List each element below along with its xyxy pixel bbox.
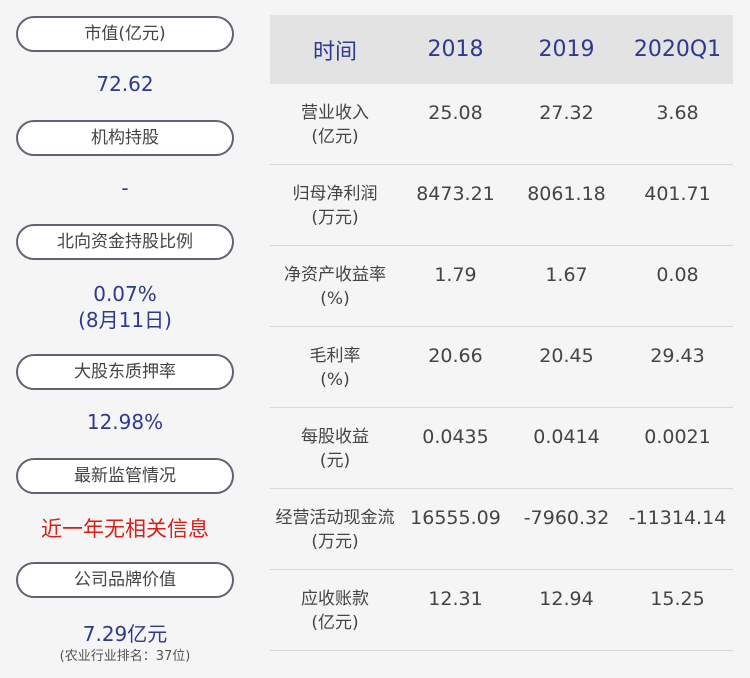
- brand-value-amount: 7.29亿元: [82, 622, 168, 646]
- row-label: 净资产收益率 (%): [270, 263, 400, 326]
- header-2020q1: 2020Q1: [633, 37, 722, 62]
- table-cell: 12.94: [539, 588, 594, 610]
- table-cell: 16555.09: [410, 507, 501, 529]
- table-row: 经营活动现金流 (万元) 16555.09 -7960.32 -11314.14: [270, 489, 733, 570]
- brand-value-label: 公司品牌价值: [16, 562, 234, 598]
- summary-panel: 市值(亿元) 72.62 机构持股 - 北向资金持股比例 0.07% (8月11…: [0, 0, 250, 678]
- table-row: 应收账款 (亿元) 12.31 12.94 15.25: [270, 570, 733, 651]
- row-label-name: 毛利率: [309, 346, 361, 366]
- table-cell: 0.0021: [644, 426, 711, 448]
- table-cell: 0.0435: [422, 426, 489, 448]
- row-label: 营业收入 (亿元): [270, 101, 400, 164]
- row-label-name: 每股收益: [301, 427, 369, 447]
- row-label: 应收账款 (亿元): [270, 587, 400, 650]
- row-label-unit: (亿元): [311, 127, 359, 147]
- row-label-name: 经营活动现金流: [275, 508, 395, 528]
- table-cell: 1.67: [545, 264, 588, 286]
- regulatory-status-label: 最新监管情况: [16, 458, 234, 494]
- pledge-ratio-value: 12.98%: [86, 410, 164, 434]
- row-label: 归母净利润 (万元): [270, 182, 400, 245]
- pledge-ratio-label: 大股东质押率: [16, 354, 234, 390]
- row-label-name: 应收账款: [301, 589, 369, 609]
- table-cell: 20.45: [539, 345, 594, 367]
- table-cell: 0.08: [656, 264, 699, 286]
- header-2018: 2018: [427, 37, 484, 62]
- table-cell: 401.71: [644, 183, 711, 205]
- table-row: 毛利率 (%) 20.66 20.45 29.43: [270, 327, 733, 408]
- northbound-holding-label: 北向资金持股比例: [16, 224, 234, 260]
- table-row: 净资产收益率 (%) 1.79 1.67 0.08: [270, 246, 733, 327]
- row-label-unit: (亿元): [311, 613, 359, 633]
- row-label: 毛利率 (%): [270, 344, 400, 407]
- table-cell: 15.25: [650, 588, 705, 610]
- table-cell: 27.32: [539, 102, 594, 124]
- regulatory-status-value: 近一年无相关信息: [41, 517, 209, 541]
- table-row: 营业收入 (亿元) 25.08 27.32 3.68: [270, 84, 733, 165]
- table-cell: 29.43: [650, 345, 705, 367]
- institution-holding-label: 机构持股: [16, 120, 234, 156]
- table-cell: 3.68: [656, 102, 699, 124]
- row-label-unit: (元): [319, 451, 351, 471]
- table-header: 时间 2018 2019 2020Q1: [270, 15, 733, 84]
- row-label-name: 归母净利润: [292, 184, 378, 204]
- row-label-unit: (%): [320, 289, 350, 309]
- table-cell: 1.79: [434, 264, 477, 286]
- row-label-unit: (万元): [311, 532, 359, 552]
- table-cell: -11314.14: [628, 507, 727, 529]
- market-cap-label: 市值(亿元): [16, 16, 234, 52]
- table-cell: 25.08: [428, 102, 483, 124]
- table-cell: 12.31: [428, 588, 483, 610]
- northbound-holding-date: (8月11日): [78, 308, 172, 332]
- row-label-unit: (%): [320, 370, 350, 390]
- row-label-unit: (万元): [311, 208, 359, 228]
- table-cell: 8061.18: [527, 183, 606, 205]
- header-2019: 2019: [538, 37, 595, 62]
- institution-holding-value: -: [121, 176, 129, 200]
- northbound-holding-value: 0.07%: [93, 282, 157, 306]
- table-cell: 20.66: [428, 345, 483, 367]
- row-label: 每股收益 (元): [270, 425, 400, 488]
- brand-value-rank: (农业行业排名：37位): [59, 649, 191, 664]
- table-row: 归母净利润 (万元) 8473.21 8061.18 401.71: [270, 165, 733, 246]
- table-row: 每股收益 (元) 0.0435 0.0414 0.0021: [270, 408, 733, 489]
- table-cell: 0.0414: [533, 426, 600, 448]
- header-time: 时间: [312, 39, 357, 65]
- table-cell: 8473.21: [416, 183, 495, 205]
- financial-table: 时间 2018 2019 2020Q1 营业收入 (亿元) 25.08 27.3…: [270, 15, 733, 651]
- table-cell: -7960.32: [523, 507, 610, 529]
- row-label: 经营活动现金流 (万元): [270, 506, 400, 569]
- market-cap-value: 72.62: [96, 72, 154, 96]
- row-label-name: 营业收入: [301, 103, 369, 123]
- row-label-name: 净资产收益率: [284, 265, 386, 285]
